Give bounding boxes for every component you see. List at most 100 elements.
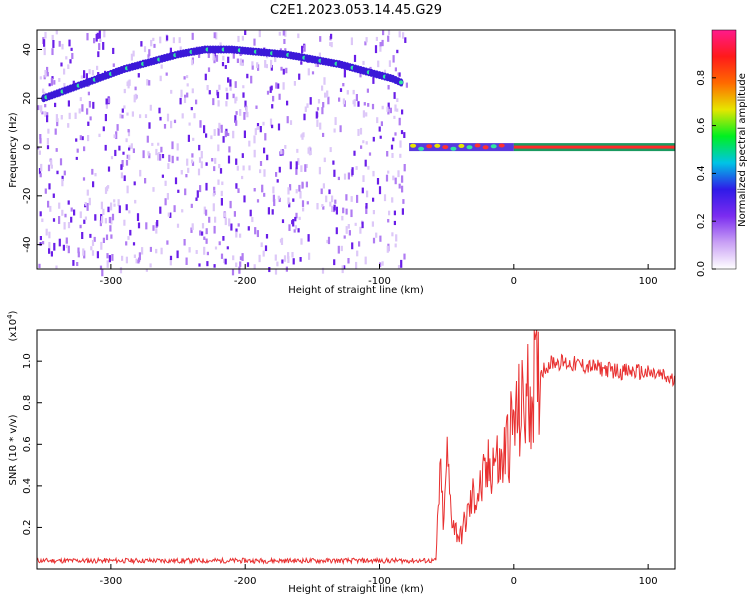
noise-speck [379, 45, 382, 52]
noise-speck [105, 102, 108, 109]
noise-speck [288, 224, 291, 231]
noise-speck [190, 107, 193, 111]
noise-speck [183, 239, 186, 246]
noise-speck [110, 234, 113, 239]
noise-speck [191, 159, 194, 164]
noise-speck [205, 209, 208, 216]
noise-speck [390, 144, 394, 150]
noise-speck [42, 88, 45, 94]
noise-speck [388, 60, 391, 67]
noise-speck [142, 150, 145, 159]
noise-speck [169, 47, 172, 56]
noise-speck [228, 218, 231, 227]
noise-speck [339, 125, 342, 133]
noise-speck [364, 159, 367, 167]
noise-speck [205, 162, 208, 166]
noise-speck [170, 120, 173, 129]
noise-speck [51, 76, 54, 80]
noise-speck [169, 212, 172, 218]
noise-speck [122, 151, 125, 155]
noise-speck [266, 154, 269, 161]
noise-speck [386, 151, 389, 157]
noise-speck [50, 78, 53, 86]
noise-speck [191, 223, 194, 230]
noise-speck [86, 33, 89, 41]
noise-speck [61, 175, 64, 181]
noise-speck [98, 30, 101, 39]
noise-speck [274, 268, 278, 275]
x-tick-label: -200 [234, 576, 257, 587]
noise-speck [259, 169, 262, 174]
noise-speck [398, 31, 401, 38]
colorbar-tick-label: 0.4 [696, 165, 707, 181]
zero-band-peak [450, 146, 457, 151]
noise-speck [159, 154, 162, 161]
colorbar-ticks: 0.0 0.2 0.4 0.6 0.8 [696, 70, 716, 277]
noise-speck [220, 190, 223, 197]
y-tick-label: 40 [22, 43, 33, 56]
noise-speck [227, 132, 230, 137]
noise-speck [165, 72, 168, 76]
noise-speck [39, 242, 42, 246]
noise-speck [270, 85, 273, 91]
noise-speck [276, 179, 279, 183]
noise-speck [347, 172, 350, 180]
noise-speck [213, 49, 216, 58]
noise-speck [157, 153, 160, 161]
noise-speck [232, 52, 235, 59]
noise-speck [105, 234, 109, 241]
noise-speck [236, 58, 239, 64]
noise-speck [362, 140, 365, 144]
noise-speck [286, 100, 289, 106]
noise-speck [318, 166, 321, 175]
noise-speck [47, 164, 51, 172]
noise-speck [224, 65, 227, 69]
noise-speck [241, 59, 244, 66]
noise-speck [198, 157, 202, 163]
x-tick-label: -200 [234, 276, 257, 287]
noise-speck [340, 245, 343, 252]
noise-speck [92, 181, 95, 188]
noise-speck [259, 161, 263, 166]
noise-speck [357, 101, 360, 107]
noise-speck [70, 216, 73, 223]
spectrogram-noise [37, 30, 408, 277]
noise-speck [317, 99, 321, 104]
noise-speck [103, 30, 106, 38]
noise-speck [65, 244, 68, 249]
noise-speck [217, 100, 220, 107]
noise-speck [88, 101, 91, 108]
noise-speck [256, 62, 259, 69]
noise-speck [222, 136, 225, 143]
noise-speck [355, 94, 358, 102]
noise-speck [295, 189, 298, 194]
snr-panel: -300 -200 -100 0 100 0.2 0.4 0.6 0.8 1.0 Height … [6, 310, 676, 595]
noise-speck [58, 216, 61, 224]
noise-speck [72, 260, 75, 266]
noise-speck [245, 106, 248, 115]
noise-speck [105, 98, 108, 105]
noise-speck [58, 238, 61, 247]
noise-speck [197, 168, 201, 176]
noise-speck [198, 263, 201, 267]
noise-speck [70, 47, 73, 51]
noise-speck [228, 146, 231, 153]
noise-speck [99, 265, 103, 270]
noise-speck [298, 216, 301, 220]
noise-speck [47, 128, 50, 134]
noise-speck [278, 31, 281, 36]
noise-speck [278, 93, 281, 100]
noise-speck [367, 165, 370, 170]
noise-speck [156, 220, 159, 227]
noise-speck [241, 153, 244, 158]
noise-speck [256, 199, 260, 203]
noise-speck [79, 211, 82, 219]
noise-speck [333, 204, 336, 211]
noise-speck [186, 83, 189, 87]
noise-speck [79, 135, 82, 141]
noise-speck [277, 195, 280, 200]
noise-speck [217, 179, 220, 185]
zero-band-peak [490, 144, 497, 149]
noise-speck [264, 133, 267, 141]
